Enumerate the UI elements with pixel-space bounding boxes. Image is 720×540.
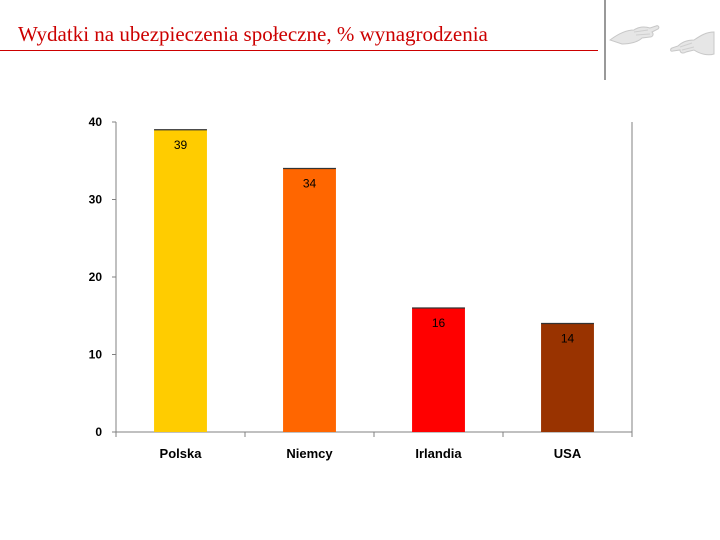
bars — [154, 129, 594, 432]
category-label-polska: Polska — [160, 446, 203, 461]
data-labels: 39 34 16 14 — [174, 138, 575, 346]
y-axis: 0 10 20 30 40 — [89, 115, 633, 439]
y-tick-label: 40 — [89, 115, 103, 129]
data-label-usa: 14 — [561, 332, 575, 346]
bar-usa — [541, 323, 594, 432]
y-tick-label: 0 — [95, 425, 102, 439]
reaching-hands-icon — [608, 25, 715, 56]
y-tick-label: 20 — [89, 270, 103, 284]
bar-polska — [154, 129, 207, 432]
bar-irlandia — [412, 308, 465, 432]
y-tick-label: 10 — [89, 348, 103, 362]
data-label-niemcy: 34 — [303, 177, 317, 191]
x-axis: Polska Niemcy Irlandia USA — [115, 431, 633, 461]
data-label-polska: 39 — [174, 138, 188, 152]
bar-niemcy — [283, 168, 336, 432]
category-label-niemcy: Niemcy — [286, 446, 333, 461]
header-divider — [604, 0, 606, 80]
data-label-irlandia: 16 — [432, 316, 446, 330]
y-tick-label: 30 — [89, 193, 103, 207]
category-label-usa: USA — [554, 446, 582, 461]
title-underline — [0, 50, 598, 51]
category-label-irlandia: Irlandia — [415, 446, 462, 461]
slide-title: Wydatki na ubezpieczenia społeczne, % wy… — [18, 22, 488, 46]
